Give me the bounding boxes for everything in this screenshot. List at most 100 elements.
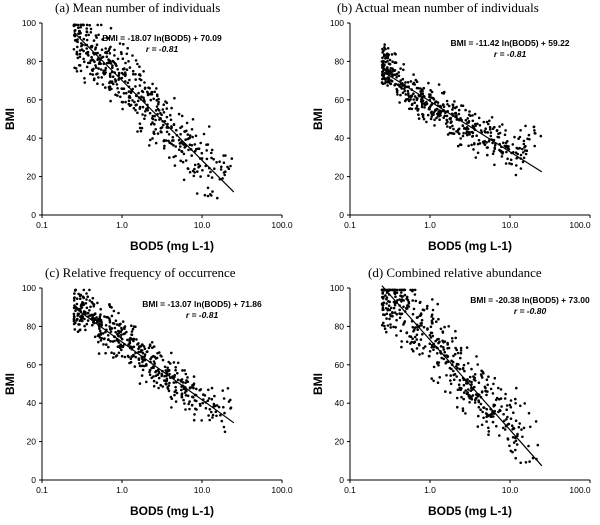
data-point [109, 75, 112, 78]
data-point [133, 100, 136, 104]
data-point [177, 138, 181, 142]
data-point [383, 313, 387, 317]
data-point [72, 48, 76, 51]
data-point [75, 302, 79, 306]
data-point [412, 92, 415, 95]
data-point [487, 140, 491, 143]
data-point [119, 330, 123, 334]
data-point [458, 367, 462, 371]
data-point [511, 436, 515, 439]
data-point [74, 309, 77, 313]
data-point [400, 300, 403, 303]
data-point [85, 23, 89, 27]
data-point [110, 351, 113, 355]
panel-d-ticks [347, 287, 591, 483]
data-point [444, 122, 448, 125]
data-point [85, 292, 88, 295]
data-point [471, 131, 475, 135]
data-point [166, 386, 169, 389]
data-point [512, 411, 515, 415]
data-point [398, 316, 402, 320]
data-point [498, 434, 501, 437]
data-point [97, 62, 101, 66]
data-point [508, 403, 512, 407]
data-point [465, 346, 469, 349]
data-point [417, 113, 420, 116]
data-point [430, 90, 434, 94]
data-point [467, 121, 471, 124]
data-point [131, 69, 135, 73]
data-point [386, 47, 390, 50]
data-point [393, 303, 397, 307]
data-point [139, 129, 143, 133]
data-point [486, 414, 489, 418]
data-point [188, 143, 192, 146]
data-point [412, 349, 415, 353]
data-point [165, 107, 169, 110]
data-point [484, 127, 488, 130]
data-point [114, 355, 118, 358]
data-point [96, 23, 99, 27]
data-point [140, 95, 143, 98]
data-point [190, 154, 193, 157]
data-point [210, 386, 214, 390]
panel-c-y-axis-title: BMI [3, 373, 17, 395]
data-point [419, 100, 423, 103]
data-point [454, 336, 458, 340]
data-point [211, 416, 214, 419]
data-point [153, 122, 156, 126]
data-point [122, 42, 125, 46]
data-point [109, 80, 112, 83]
data-point [120, 337, 124, 341]
data-point [404, 93, 408, 96]
data-point [211, 413, 215, 417]
panel-a-y-tick-label: 0 [31, 210, 36, 220]
panel-a-ticks [39, 22, 283, 218]
data-point [101, 38, 104, 41]
data-point [169, 113, 172, 117]
data-point [461, 134, 465, 138]
data-point [446, 341, 449, 345]
data-point [72, 299, 76, 302]
data-point [428, 106, 431, 110]
data-point [86, 311, 90, 315]
data-point [89, 72, 92, 76]
data-point [455, 375, 459, 378]
data-point [381, 303, 384, 307]
data-point [81, 295, 85, 299]
data-point [100, 76, 103, 79]
data-point [147, 346, 151, 350]
data-point [113, 54, 116, 57]
data-point [223, 430, 227, 434]
data-point [457, 108, 461, 112]
data-point [461, 366, 465, 370]
data-point [227, 167, 231, 170]
data-point [455, 114, 458, 117]
data-point [182, 398, 185, 402]
data-point [135, 103, 138, 106]
data-point [95, 36, 98, 39]
data-point [400, 291, 403, 294]
data-point [89, 31, 93, 34]
data-point [522, 156, 526, 160]
data-point [451, 108, 454, 111]
data-point [213, 394, 216, 398]
data-point [473, 376, 477, 380]
data-point [487, 375, 490, 379]
data-point [515, 164, 518, 167]
data-point [495, 396, 499, 400]
data-point [130, 355, 133, 358]
data-point [181, 160, 185, 164]
data-point [183, 130, 186, 133]
data-point [166, 366, 169, 370]
data-point [152, 97, 155, 101]
data-point [385, 67, 389, 70]
data-point [179, 159, 182, 163]
data-point [84, 328, 87, 332]
data-point [97, 76, 100, 79]
panel-c-x-tick-label: 10.0 [194, 485, 211, 495]
data-point [427, 354, 431, 358]
data-point [382, 77, 386, 80]
data-point [117, 351, 121, 355]
data-point [399, 329, 403, 333]
